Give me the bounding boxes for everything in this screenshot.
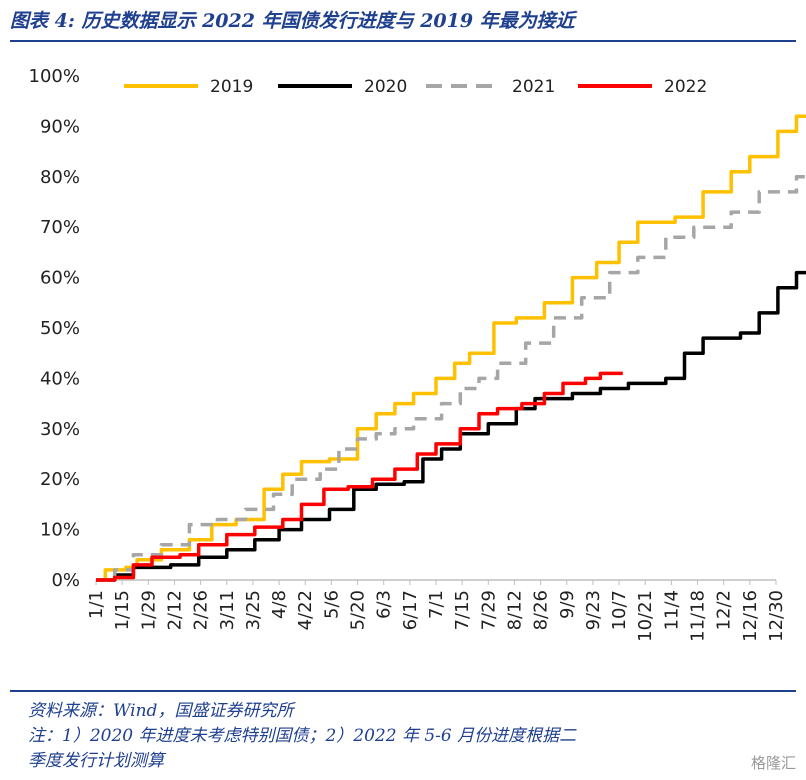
x-tick-label: 12/16 [740, 590, 761, 642]
line-chart: 0% 10% 20% 30% 40% 50% 60% 70% 80% 90% 100% 1/1 1/15… [29, 66, 806, 642]
x-tick-label: 7/15 [452, 590, 473, 630]
x-tick-label: 11/18 [688, 590, 709, 642]
y-tick-label: 100% [29, 66, 80, 87]
x-tick-label: 4/22 [295, 590, 316, 630]
x-tick-label: 12/30 [766, 590, 787, 642]
x-tick-label: 2/26 [191, 590, 212, 630]
x-tick-label: 6/3 [374, 590, 395, 619]
x-tick-label: 11/4 [661, 590, 682, 630]
y-tick-label: 40% [40, 368, 80, 389]
y-tick-label: 90% [40, 116, 80, 137]
y-tick-label: 10% [40, 520, 80, 541]
x-tick-label: 8/12 [504, 590, 525, 630]
y-tick-label: 20% [40, 469, 80, 490]
series-line-2019 [96, 114, 806, 582]
x-tick-label: 7/29 [478, 590, 499, 630]
x-tick-label: 10/7 [609, 590, 630, 630]
legend-label-2022: 2022 [664, 77, 707, 97]
y-tick-label: 50% [40, 318, 80, 339]
y-tick-label: 80% [40, 167, 80, 188]
y-tick-label: 30% [40, 419, 80, 440]
x-tick-label: 7/1 [426, 590, 447, 619]
series-line-2021 [96, 175, 806, 582]
legend-label-2019: 2019 [210, 77, 253, 97]
x-tick-label: 3/11 [217, 590, 238, 630]
x-tick-label: 5/6 [321, 590, 342, 619]
x-tick-label: 9/23 [583, 590, 604, 630]
footnote-line-1: 注：1）2020 年进度未考虑特别国债；2）2022 年 5-6 月份进度根据二 [28, 726, 577, 746]
x-tick-label: 10/21 [635, 590, 656, 642]
x-tick-label: 1/15 [112, 590, 133, 630]
x-tick-label: 6/17 [400, 590, 421, 630]
x-tick-label: 4/8 [269, 590, 290, 619]
footnote-line-2: 季度发行计划测算 [28, 751, 164, 771]
series-line-2022 [96, 371, 623, 582]
bottom-rule [10, 690, 796, 692]
x-tick-label: 8/26 [531, 590, 552, 630]
x-tick-label: 2/12 [164, 590, 185, 630]
x-tick-label: 1/29 [138, 590, 159, 630]
x-tick-label: 9/9 [557, 590, 578, 619]
y-tick-label: 0% [51, 570, 80, 591]
x-tick-label: 1/1 [86, 590, 107, 619]
series-line-2020 [96, 270, 806, 582]
chart-title: 图表 4: 历史数据显示 2022 年国债发行进度与 2019 年最为接近 [10, 10, 575, 32]
legend-label-2020: 2020 [364, 77, 407, 97]
watermark-logo: 格隆汇 [750, 754, 796, 772]
source-note: 资料来源：Wind，国盛证券研究所 [28, 701, 294, 721]
x-tick-label: 12/2 [714, 590, 735, 630]
legend-label-2021: 2021 [512, 77, 555, 97]
x-tick-label: 3/25 [243, 590, 264, 630]
top-rule [10, 40, 796, 42]
x-tick-label: 5/20 [348, 590, 369, 630]
y-tick-label: 60% [40, 268, 80, 289]
y-tick-label: 70% [40, 217, 80, 238]
